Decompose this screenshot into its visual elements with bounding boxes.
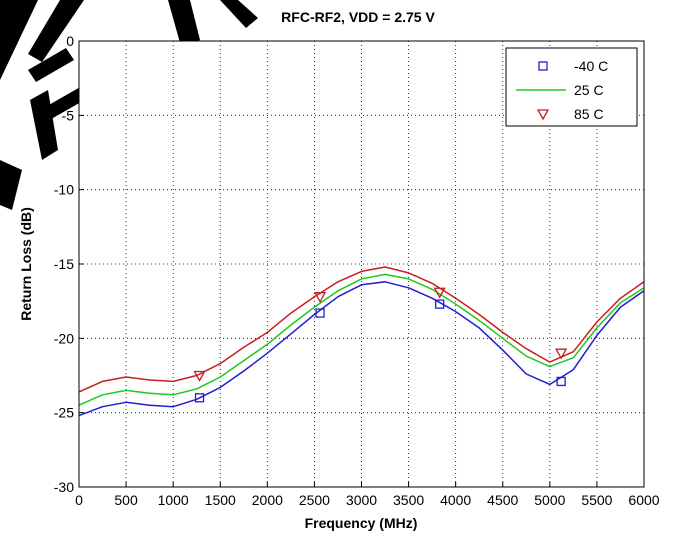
y-tick-label: -5: [62, 107, 75, 123]
x-axis-ticks: 0 500 1000 1500 2000 2500 3000 3500 4000 4500 5000…: [75, 482, 660, 508]
series-line-1: [78, 273, 645, 406]
marker-triangle: [536, 109, 550, 121]
marker-square: [538, 61, 548, 71]
x-tick-label: 1500: [205, 492, 236, 508]
y-axis-label: Return Loss (dB): [18, 207, 34, 321]
marker-triangle: [555, 348, 568, 360]
y-tick-label: 0: [66, 33, 74, 49]
y-tick-label: -15: [54, 256, 74, 272]
series-markers: [193, 287, 568, 403]
x-tick-label: 6000: [628, 492, 659, 508]
x-tick-label: 3000: [346, 492, 377, 508]
marker-square: [194, 393, 205, 403]
x-tick-label: 2000: [252, 492, 283, 508]
legend: -40 C 25 C 85 C: [505, 47, 638, 127]
legend-label: 85 C: [574, 106, 604, 122]
y-axis-ticks: 0 -5 -10 -15 -20 -25 -30: [54, 33, 84, 495]
y-tick-label: -30: [54, 479, 74, 495]
x-tick-label: 1000: [158, 492, 189, 508]
series-line-0: [78, 281, 645, 417]
series-line-2: [78, 266, 645, 393]
y-tick-label: -20: [54, 330, 74, 346]
marker-triangle: [433, 287, 446, 299]
x-tick-label: 4500: [487, 492, 518, 508]
marker-square: [315, 308, 325, 318]
marker-triangle: [193, 370, 206, 382]
y-tick-label: -10: [54, 182, 74, 198]
x-axis-label: Frequency (MHz): [305, 515, 418, 531]
x-tick-label: 5000: [534, 492, 565, 508]
x-tick-label: 500: [114, 492, 138, 508]
legend-label: -40 C: [574, 58, 608, 74]
legend-box: [505, 47, 638, 127]
y-tick-label: -25: [54, 405, 74, 421]
marker-square: [556, 376, 566, 387]
x-tick-label: 3500: [393, 492, 424, 508]
x-tick-label: 5500: [581, 492, 612, 508]
x-tick-label: 0: [75, 492, 83, 508]
x-tick-label: 2500: [299, 492, 330, 508]
series-lines: [78, 266, 645, 417]
x-tick-label: 4000: [440, 492, 471, 508]
legend-label: 25 C: [574, 82, 604, 98]
chart-title: RFC-RF2, VDD = 2.75 V: [281, 9, 435, 25]
marker-triangle: [313, 292, 327, 304]
marker-square: [435, 299, 445, 309]
